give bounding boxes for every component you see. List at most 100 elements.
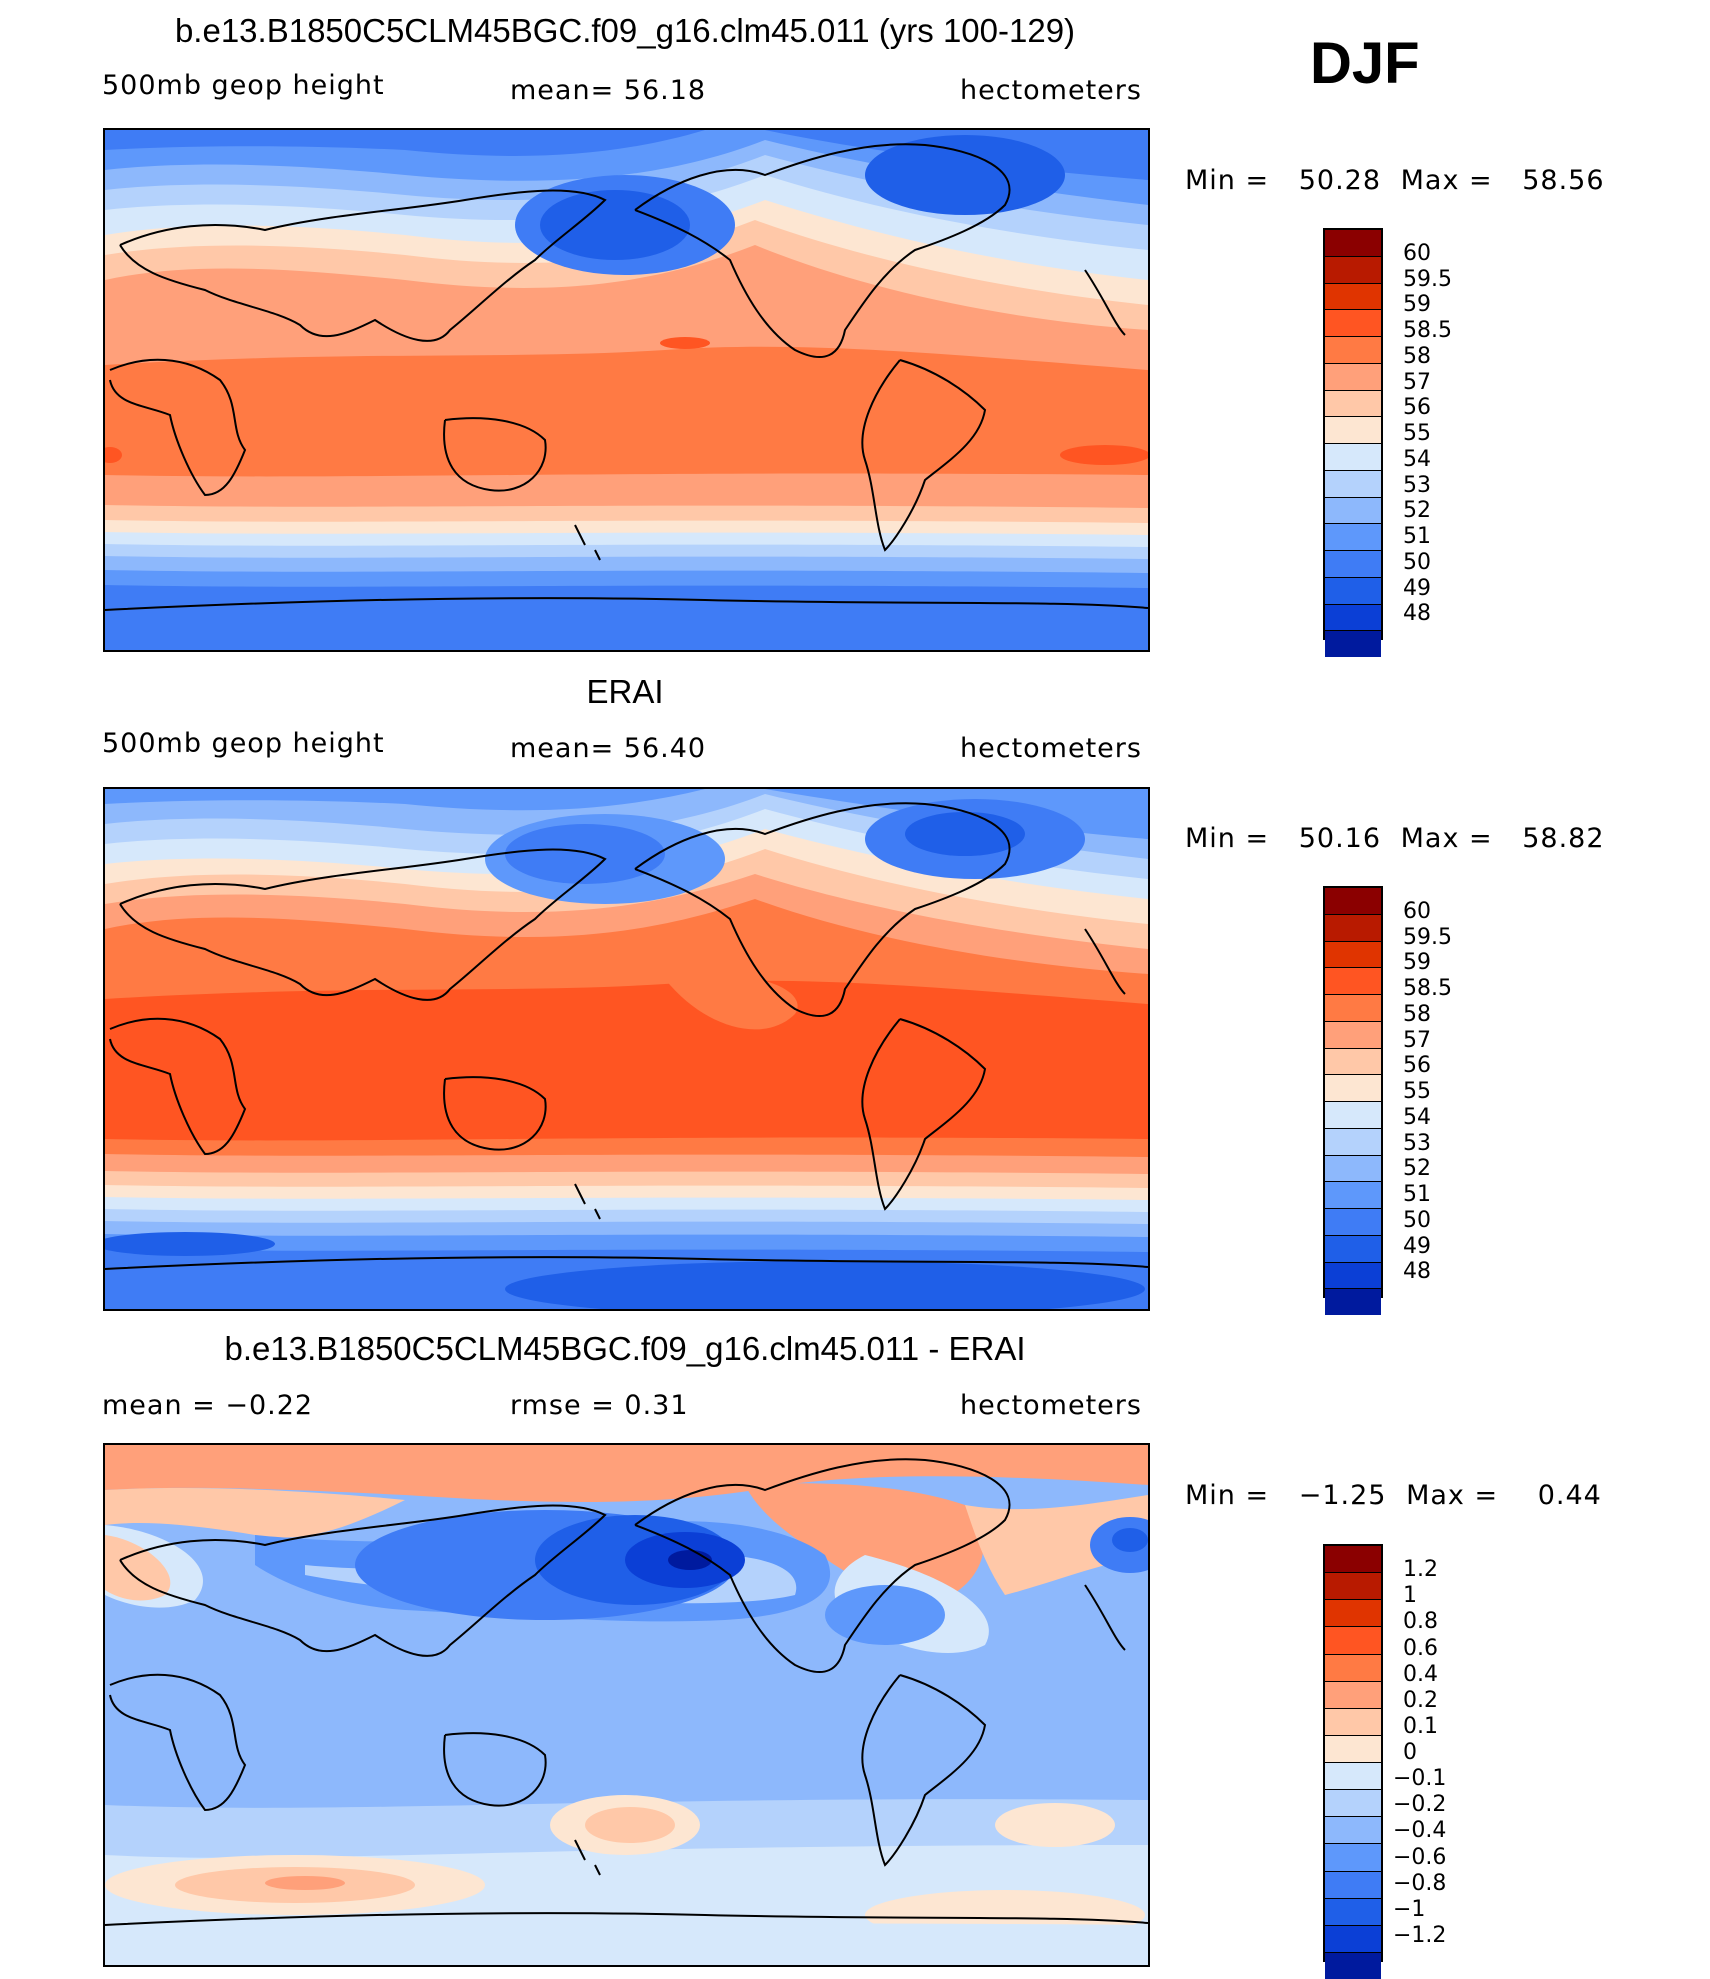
colorbar-tick-label: 0.8 (1403, 1609, 1438, 1635)
colorbar-swatch (1325, 1234, 1381, 1262)
colorbar-swatch (1325, 1816, 1381, 1844)
colorbar-swatch (1325, 282, 1381, 310)
colorbar-tick-label: 0.4 (1403, 1661, 1438, 1687)
min-value: 50.28 (1298, 165, 1382, 196)
colorbar-swatch (1325, 1707, 1381, 1735)
contour-field (105, 1445, 1148, 1965)
panel-title: ERAI (586, 673, 664, 710)
colorbar-tick-label: 49 (1403, 1233, 1431, 1259)
colorbar-swatch (1325, 1653, 1381, 1681)
variable-label: 500mb geop height (102, 70, 385, 101)
colorbar-tick-label: 52 (1403, 1156, 1431, 1182)
colorbar-tick-label: 58.5 (1403, 976, 1452, 1001)
colorbar-tick-label: 0 (1403, 1740, 1417, 1765)
colorbar-swatch (1325, 1261, 1381, 1289)
colorbar-swatch (1325, 940, 1381, 968)
colorbar-swatch (1325, 389, 1381, 417)
colorbar-tick-label: 55 (1403, 1079, 1431, 1104)
colorbar-swatch (1325, 416, 1381, 443)
colorbar-tick-label: 51 (1403, 524, 1431, 549)
colorbar-swatch (1325, 1208, 1381, 1235)
colorbar-swatch (1325, 362, 1381, 390)
colorbar-swatch (1325, 1680, 1381, 1708)
colorbar-tick-label: 48 (1403, 601, 1431, 627)
colorbar-swatch (1325, 255, 1381, 283)
min-label: Min = (1185, 1480, 1270, 1511)
colorbar-swatch (1325, 1762, 1381, 1790)
colorbar-tick-label: −1 (1393, 1896, 1426, 1922)
colorbar-swatch (1325, 1127, 1381, 1155)
colorbar-swatch (1325, 1020, 1381, 1048)
colorbar-swatch (1325, 1047, 1381, 1075)
min-value: −1.25 (1298, 1480, 1387, 1511)
colorbar-tick-label: 51 (1403, 1182, 1431, 1207)
coastlines (105, 1458, 1148, 1926)
units-label: hectometers (960, 1390, 1142, 1421)
colorbar-tick-label: −0.2 (1393, 1792, 1447, 1818)
mean-label: mean= 56.40 (510, 733, 707, 764)
season-label: DJF (1310, 31, 1420, 96)
colorbar-tick-label: −1.2 (1393, 1922, 1447, 1948)
colorbar-swatch (1325, 1924, 1381, 1952)
mean-label: mean= 56.18 (510, 75, 707, 106)
panel-title: b.e13.B1850C5CLM45BGC.f09_g16.clm45.011 … (224, 1330, 1026, 1367)
colorbar-swatch (1325, 1546, 1381, 1573)
panel-title: b.e13.B1850C5CLM45BGC.f09_g16.clm45.011 … (174, 12, 1076, 49)
max-value: 0.44 (1537, 1480, 1602, 1511)
colorbar-tick-label: −0.6 (1393, 1844, 1447, 1870)
colorbar-swatch (1325, 230, 1381, 256)
max-label: Max = (1406, 1480, 1499, 1511)
colorbar-swatch (1325, 1897, 1381, 1925)
colorbar-tick-label: 50 (1403, 1207, 1431, 1233)
colorbar-tick-label: 0.6 (1403, 1635, 1438, 1661)
colorbar-tick-label: 0.2 (1403, 1687, 1438, 1713)
colorbar-tick-label: 50 (1403, 549, 1431, 575)
map-model (103, 128, 1150, 652)
colorbar-swatch (1325, 469, 1381, 497)
colorbar (1323, 228, 1383, 657)
colorbar-tick-label: 58 (1403, 343, 1431, 369)
max-label: Max = (1400, 165, 1493, 196)
colorbar-tick-label: 57 (1403, 1027, 1431, 1053)
min-label: Min = (1185, 823, 1270, 854)
colorbar-swatch (1325, 496, 1381, 524)
colorbar-tick-label: 48 (1403, 1259, 1431, 1285)
min-max-readout: Min = 50.16 Max = 58.82 (1185, 823, 1605, 854)
colorbar-tick-label: 57 (1403, 369, 1431, 395)
colorbar-tick-label: 54 (1403, 446, 1431, 472)
min-max-readout: Min = −1.25 Max = 0.44 (1185, 1480, 1602, 1511)
colorbar-tick-label: −0.4 (1393, 1818, 1447, 1844)
colorbar-swatch (1325, 1101, 1381, 1128)
colorbar-tick-label: −0.8 (1393, 1870, 1447, 1896)
contour-field (105, 130, 1148, 650)
colorbar-tick-label: 56 (1403, 1053, 1431, 1079)
colorbar-swatch (1325, 443, 1381, 470)
colorbar-tick-label: −0.1 (1393, 1766, 1447, 1792)
colorbar-tick-label: 52 (1403, 498, 1431, 524)
colorbar-tick-label: 1 (1403, 1583, 1417, 1609)
variable-label: 500mb geop height (102, 728, 385, 759)
colorbar-tick-label: 53 (1403, 472, 1431, 498)
colorbar-swatch (1325, 309, 1381, 336)
colorbar-swatch (1325, 523, 1381, 550)
colorbar-swatch (1325, 576, 1381, 604)
coastlines (105, 143, 1148, 611)
colorbar-swatch (1325, 1843, 1381, 1871)
colorbar-tick-label: 59 (1403, 950, 1431, 976)
coastlines (105, 802, 1148, 1270)
colorbar-swatch (1325, 1074, 1381, 1101)
max-value: 58.56 (1522, 165, 1605, 196)
colorbar-tick-label: 60 (1403, 240, 1431, 266)
colorbar-swatch (1325, 550, 1381, 577)
colorbar-swatch (1325, 1572, 1381, 1600)
colorbar-tick-label: 56 (1403, 395, 1431, 421)
colorbar-swatch (1325, 1181, 1381, 1208)
min-value: 50.16 (1298, 823, 1382, 854)
colorbar-swatch (1325, 603, 1381, 631)
colorbar-swatch (1325, 1599, 1381, 1627)
mean-label: mean = −0.22 (102, 1390, 314, 1421)
colorbar-swatch (1325, 1734, 1381, 1762)
colorbar-tick-label: 55 (1403, 421, 1431, 446)
colorbar-swatch (1325, 888, 1381, 914)
colorbar-tick-label: 58 (1403, 1001, 1431, 1027)
